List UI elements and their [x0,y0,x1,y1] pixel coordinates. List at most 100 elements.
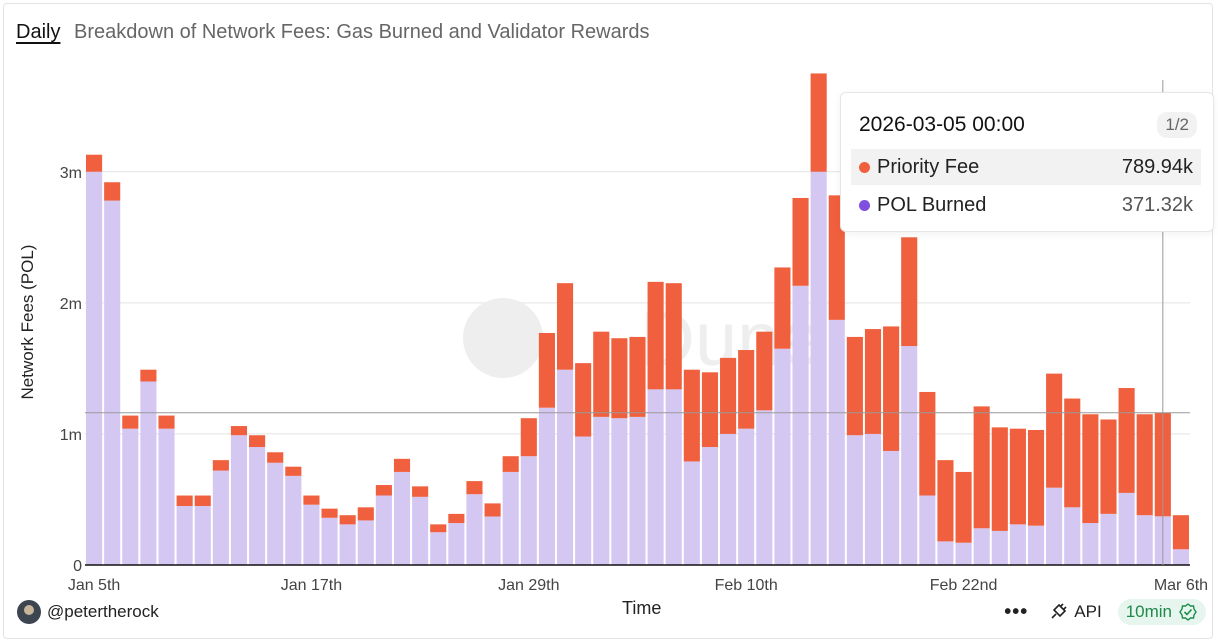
bar-pol-burned[interactable] [1136,515,1153,565]
bar-priority-fee[interactable] [158,415,175,429]
daily-tab[interactable]: Daily [16,21,61,43]
bar-priority-fee[interactable] [1064,398,1081,508]
tooltip-pager[interactable]: 1/2 [1157,112,1197,138]
bar-priority-fee[interactable] [937,460,954,542]
bar-pol-burned[interactable] [991,530,1008,565]
bar-priority-fee[interactable] [720,357,737,434]
bar-priority-fee[interactable] [593,331,610,417]
bar-pol-burned[interactable] [230,435,248,565]
bar-priority-fee[interactable] [901,237,918,347]
bar-pol-burned[interactable] [1009,524,1026,565]
bar-pol-burned[interactable] [756,410,773,565]
bar-priority-fee[interactable] [339,515,356,525]
bar-pol-burned[interactable] [430,532,447,565]
bar-priority-fee[interactable] [303,495,320,505]
bar-priority-fee[interactable] [864,329,882,434]
bar-priority-fee[interactable] [538,332,555,408]
bar-pol-burned[interactable] [520,456,537,565]
bar-priority-fee[interactable] [738,350,755,429]
bar-pol-burned[interactable] [556,369,574,565]
bar-pol-burned[interactable] [629,416,646,565]
bar-pol-burned[interactable] [973,528,990,565]
bar-pol-burned[interactable] [720,433,737,565]
bar-priority-fee[interactable] [683,369,700,462]
bar-pol-burned[interactable] [1100,513,1117,565]
bar-pol-burned[interactable] [448,523,465,565]
bar-priority-fee[interactable] [375,485,392,496]
bar-pol-burned[interactable] [1046,487,1063,565]
bar-priority-fee[interactable] [212,460,229,471]
bar-pol-burned[interactable] [412,496,429,565]
bar-priority-fee[interactable] [1172,515,1189,550]
bar-pol-burned[interactable] [1064,507,1081,565]
bar-priority-fee[interactable] [955,471,972,543]
bar-pol-burned[interactable] [249,447,266,565]
bar-pol-burned[interactable] [357,520,374,565]
bar-pol-burned[interactable] [575,436,592,565]
bar-priority-fee[interactable] [575,363,592,437]
bar-pol-burned[interactable] [901,346,918,565]
bar-pol-burned[interactable] [665,389,682,565]
bar-pol-burned[interactable] [267,462,284,565]
bar-priority-fee[interactable] [991,427,1008,531]
bar-priority-fee[interactable] [1046,373,1063,488]
bar-priority-fee[interactable] [1082,414,1099,524]
bar-pol-burned[interactable] [86,171,103,565]
bar-priority-fee[interactable] [285,466,302,476]
bar-priority-fee[interactable] [810,73,827,172]
bar-pol-burned[interactable] [810,171,827,565]
bar-priority-fee[interactable] [321,508,338,518]
bar-priority-fee[interactable] [466,481,483,495]
bar-pol-burned[interactable] [919,495,936,565]
bar-pol-burned[interactable] [502,471,519,565]
bar-priority-fee[interactable] [792,197,809,286]
more-options-button[interactable]: ••• [1004,600,1029,623]
bar-pol-burned[interactable] [738,428,755,565]
bar-pol-burned[interactable] [375,495,392,565]
bar-pol-burned[interactable] [321,517,338,565]
bar-pol-burned[interactable] [864,433,882,565]
bar-priority-fee[interactable] [249,435,266,448]
bar-priority-fee[interactable] [629,336,646,417]
bar-priority-fee[interactable] [502,456,519,472]
bar-pol-burned[interactable] [774,348,791,565]
bar-priority-fee[interactable] [665,283,682,390]
bar-pol-burned[interactable] [846,435,863,565]
bar-priority-fee[interactable] [1100,419,1117,514]
bar-pol-burned[interactable] [611,418,628,565]
bar-priority-fee[interactable] [484,503,501,517]
bar-priority-fee[interactable] [1118,388,1135,493]
bar-pol-burned[interactable] [176,506,193,565]
refresh-badge[interactable]: 10min [1117,599,1206,625]
bar-pol-burned[interactable] [104,200,121,565]
bar-priority-fee[interactable] [611,338,628,419]
bar-priority-fee[interactable] [756,331,773,411]
bar-pol-burned[interactable] [828,319,845,565]
bar-priority-fee[interactable] [230,426,248,436]
bar-pol-burned[interactable] [792,285,809,565]
bar-pol-burned[interactable] [1172,549,1189,565]
bar-pol-burned[interactable] [194,506,211,565]
bar-pol-burned[interactable] [158,428,175,565]
bar-priority-fee[interactable] [556,283,574,370]
bar-pol-burned[interactable] [122,428,139,565]
author[interactable]: @petertherock [17,600,159,624]
bar-pol-burned[interactable] [212,470,229,565]
bar-priority-fee[interactable] [176,495,193,507]
bar-priority-fee[interactable] [520,418,537,457]
bar-priority-fee[interactable] [883,326,900,451]
bar-pol-burned[interactable] [484,516,501,566]
bar-priority-fee[interactable] [430,524,447,533]
bar-pol-burned[interactable] [1082,523,1099,565]
bar-priority-fee[interactable] [86,154,103,172]
bar-pol-burned[interactable] [140,381,157,565]
bar-pol-burned[interactable] [303,504,320,565]
api-button[interactable]: API [1048,602,1102,622]
bar-priority-fee[interactable] [919,391,936,496]
bar-priority-fee[interactable] [412,486,429,497]
bar-pol-burned[interactable] [1027,525,1045,565]
bar-priority-fee[interactable] [104,182,121,201]
bar-pol-burned[interactable] [937,541,954,565]
bar-pol-burned[interactable] [701,447,719,565]
bar-priority-fee[interactable] [122,415,139,429]
